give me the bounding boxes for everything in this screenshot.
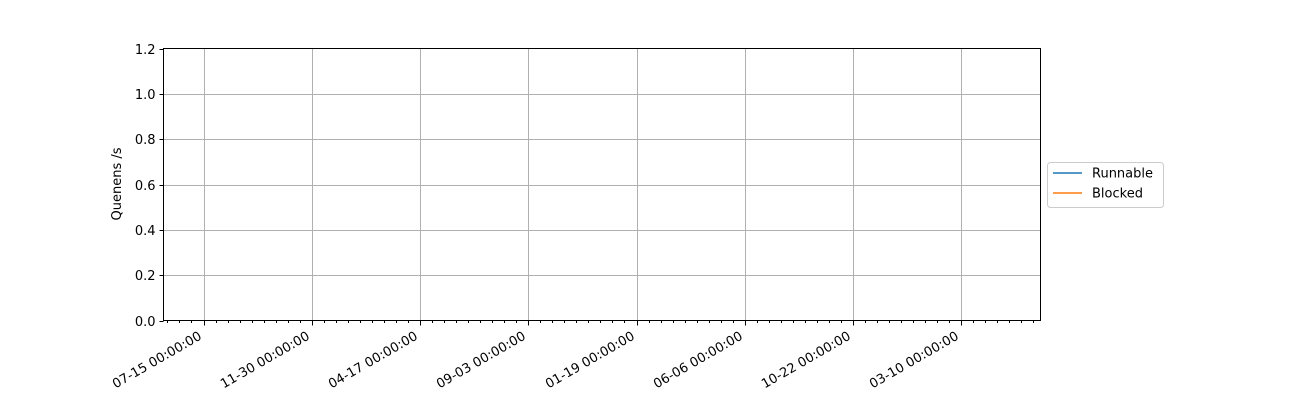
- x-tick-label: 01-19 00:00:00: [543, 329, 637, 392]
- x-tick-label: 03-10 00:00:00: [867, 329, 961, 392]
- x-axis: 07-15 00:00:00 11-30 00:00:00 04-17 00:00:…: [110, 320, 1034, 392]
- x-tick-label: 04-17 00:00:00: [326, 329, 420, 392]
- x-tick-label: 06-06 00:00:00: [651, 329, 745, 392]
- y-tick-label: 0.4: [135, 224, 156, 239]
- x-tick-label: 10-22 00:00:00: [759, 329, 853, 392]
- x-tick-label: 11-30 00:00:00: [218, 329, 312, 392]
- x-tick-label: 07-15 00:00:00: [110, 329, 204, 392]
- y-tick-label: 0.6: [135, 179, 156, 194]
- y-tick-label: 1.2: [135, 43, 156, 58]
- x-tick-label: 09-03 00:00:00: [434, 329, 528, 392]
- y-tick-label: 0.2: [135, 269, 156, 284]
- y-tick-label: 1.0: [135, 88, 156, 103]
- y-tick-label: 0.8: [135, 133, 156, 148]
- plot-frame: [163, 48, 1041, 321]
- grid-layer: [163, 48, 1041, 321]
- y-tick-label: 0.0: [135, 315, 156, 330]
- y-axis: 0.0 0.2 0.4 0.6 0.8 1.0 1.2: [135, 43, 164, 330]
- legend-label: Runnable: [1092, 167, 1153, 182]
- y-axis-title: Quenens /s: [110, 147, 125, 220]
- legend: Runnable Blocked: [1047, 162, 1164, 208]
- legend-label: Blocked: [1092, 187, 1143, 202]
